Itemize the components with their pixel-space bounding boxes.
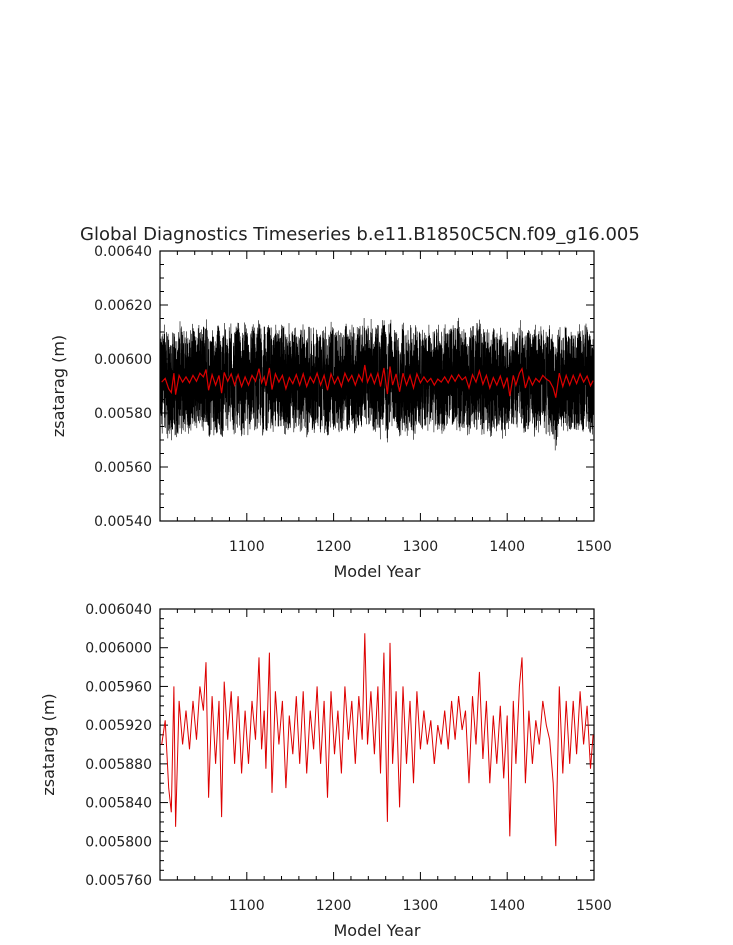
x-tick-label: 1500 [576, 539, 612, 555]
y-axis-label: zsatarag (m) [49, 335, 68, 437]
y-tick-label: 0.005920 [85, 718, 152, 734]
y-tick-label: 0.00600 [94, 352, 152, 368]
x-tick-label: 1100 [229, 539, 265, 555]
y-tick-label: 0.00580 [94, 406, 152, 422]
x-tick-label: 1300 [403, 539, 439, 555]
series-annual-line [161, 364, 594, 398]
x-tick-label: 1200 [316, 539, 352, 555]
y-tick-label: 0.005880 [85, 757, 152, 773]
y-tick-label: 0.005760 [85, 873, 152, 889]
bottom-panel: 1100 1200 1300 1400 1500 0.005760 0.005800 0.00… [39, 602, 612, 940]
y-axis-label: zsatarag (m) [39, 693, 58, 795]
x-axis-label: Model Year [334, 921, 421, 940]
plot-frame [159, 608, 595, 881]
x-tick-label: 1500 [576, 898, 612, 914]
series-annual-line [161, 633, 594, 847]
y-tick-label: 0.005960 [85, 679, 152, 695]
y-tick-label: 0.00620 [94, 298, 152, 314]
y-tick-label: 0.005840 [85, 796, 152, 812]
series-monthly-line [159, 317, 595, 451]
y-tick-label: 0.005800 [85, 834, 152, 850]
chart-title: Global Diagnostics Timeseries b.e11.B185… [80, 224, 640, 245]
top-panel: 1100 1200 1300 1400 1500 0.00540 0.00560 0.0058… [49, 244, 612, 581]
x-tick-label: 1400 [489, 898, 525, 914]
y-tick-label: 0.00560 [94, 460, 152, 476]
x-tick-label: 1400 [489, 539, 525, 555]
y-tick-label: 0.006000 [85, 641, 152, 657]
x-axis-label: Model Year [334, 562, 421, 581]
y-tick-label: 0.00640 [94, 244, 152, 260]
y-tick-label: 0.00540 [94, 514, 152, 530]
y-tick-label: 0.006040 [85, 602, 152, 618]
x-tick-label: 1100 [229, 898, 265, 914]
x-tick-label: 1200 [316, 898, 352, 914]
x-tick-label: 1300 [403, 898, 439, 914]
